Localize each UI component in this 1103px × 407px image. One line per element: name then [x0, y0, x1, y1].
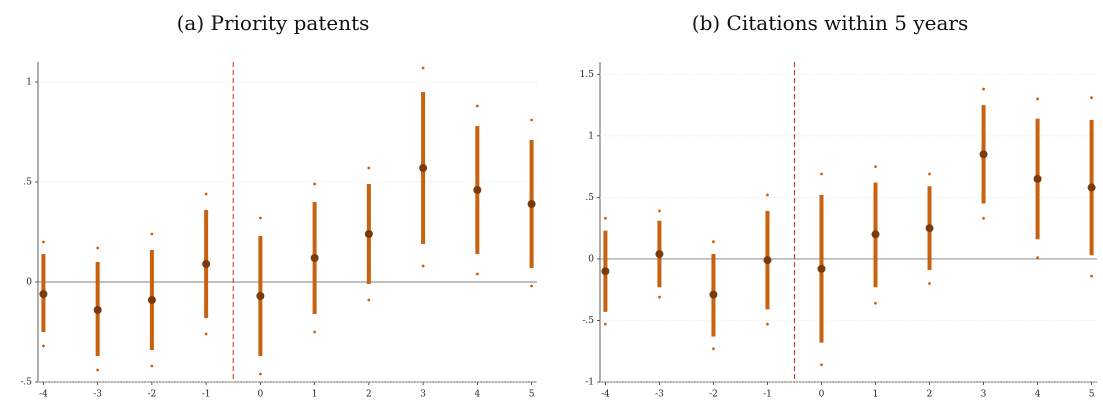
x-tick-label: -3	[93, 390, 102, 400]
point	[1033, 174, 1042, 183]
point	[709, 290, 718, 299]
ci95-high	[530, 118, 533, 122]
ci95-low	[874, 301, 877, 305]
x-tick-label: 1	[873, 390, 879, 400]
x-tick-label: -2	[709, 390, 718, 400]
ci95-high	[1036, 97, 1039, 101]
ci95-high	[96, 246, 100, 250]
x-tick-label: 2	[366, 390, 372, 400]
x-tick-label: -1	[763, 390, 772, 400]
ci95-high	[928, 172, 931, 176]
x-tick-label: 3	[981, 390, 987, 400]
point	[364, 230, 373, 238]
ci95-high	[658, 209, 661, 213]
point	[256, 292, 265, 300]
point	[39, 290, 48, 298]
point	[1087, 183, 1096, 192]
ci95-high	[874, 165, 877, 169]
ci95-low	[928, 282, 931, 285]
point	[655, 250, 664, 258]
ci95-high	[421, 66, 425, 70]
ci95-high	[204, 192, 208, 196]
y-tick-label: -1	[585, 378, 594, 388]
y-tick-label: .5	[585, 193, 594, 203]
ci95-low	[658, 295, 661, 299]
ci95-high	[604, 216, 607, 220]
ci95-low	[204, 332, 208, 336]
y-tick-label: 1	[588, 131, 594, 141]
chart-title: (a) Priority patents	[177, 11, 370, 35]
ci95-low	[42, 344, 45, 348]
x-tick-label: -2	[148, 390, 157, 400]
y-tick-label: 1.5	[580, 70, 595, 80]
x-tick-label: 4	[474, 390, 480, 400]
ci95-low	[530, 284, 533, 288]
point	[817, 264, 826, 273]
point	[979, 150, 988, 159]
point	[473, 186, 482, 194]
ci95-high	[1090, 96, 1093, 100]
ci95-low	[604, 322, 607, 326]
x-tick-label: 5	[1089, 390, 1095, 400]
ci95-low	[820, 363, 823, 367]
y-tick-label: .5	[23, 178, 32, 188]
x-tick-label: 3	[420, 390, 426, 400]
ci95-high	[820, 172, 823, 176]
y-tick-label: -.5	[582, 316, 594, 326]
point	[147, 296, 156, 304]
ci95-low	[1090, 274, 1093, 278]
point	[763, 256, 772, 265]
ci95-low	[421, 264, 425, 268]
point	[93, 306, 102, 314]
ci95-high	[982, 87, 985, 91]
x-tick-label: 2	[927, 390, 933, 400]
ci95-low	[475, 272, 479, 276]
ci95-low	[982, 216, 985, 220]
y-tick-label: -.5	[20, 378, 32, 388]
x-tick-label: -4	[39, 390, 48, 400]
point	[419, 164, 428, 172]
ci95-high	[313, 182, 317, 186]
point	[601, 267, 610, 276]
ci95-low	[150, 364, 154, 368]
x-tick-label: 5	[529, 390, 535, 400]
ci95-high	[367, 166, 371, 170]
point	[527, 200, 536, 208]
x-tick-label: -4	[601, 390, 610, 400]
x-tick-label: 0	[819, 390, 825, 400]
chart-title: (b) Citations within 5 years	[692, 11, 968, 35]
x-tick-label: 1	[312, 390, 318, 400]
x-tick-label: 0	[258, 390, 264, 400]
ci95-low	[258, 372, 262, 376]
ci95-low	[766, 322, 769, 326]
ci95-high	[258, 216, 262, 220]
ci95-low	[1036, 256, 1039, 260]
ci95-high	[150, 232, 154, 236]
y-tick-label: 0	[588, 254, 594, 264]
ci95-high	[475, 104, 479, 108]
point	[871, 230, 880, 239]
y-tick-label: 0	[26, 278, 32, 288]
x-tick-label: 4	[1035, 390, 1041, 400]
ci95-high	[42, 240, 45, 244]
point	[310, 254, 319, 262]
point	[925, 224, 934, 233]
ci95-low	[313, 330, 317, 334]
x-tick-label: -1	[202, 390, 211, 400]
ci95-high	[712, 240, 715, 244]
y-tick-label: 1	[26, 78, 32, 88]
ci95-low	[712, 347, 715, 351]
point	[202, 260, 211, 268]
x-tick-label: -3	[655, 390, 664, 400]
ci95-high	[766, 193, 769, 197]
ci95-low	[367, 298, 371, 302]
ci95-low	[96, 368, 100, 372]
